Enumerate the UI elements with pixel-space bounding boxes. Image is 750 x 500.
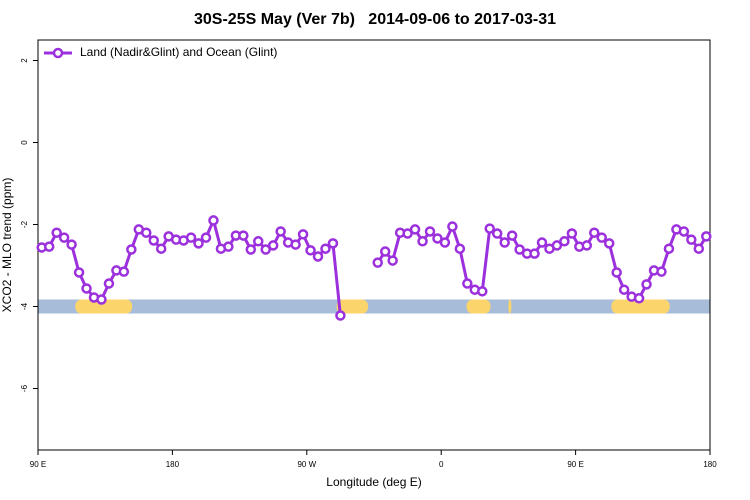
data-point	[559, 236, 570, 247]
data-point	[589, 227, 600, 238]
land-segment	[336, 299, 369, 314]
data-point	[491, 228, 503, 239]
data-point	[529, 248, 540, 259]
data-point	[581, 240, 593, 251]
data-point	[417, 236, 428, 247]
data-point	[506, 230, 518, 241]
data-point	[96, 294, 107, 305]
data-point	[701, 231, 712, 242]
land-segment	[75, 299, 133, 314]
data-point	[141, 227, 152, 238]
data-point	[514, 244, 525, 255]
data-point	[200, 232, 212, 243]
data-point	[312, 251, 324, 262]
y-tick-label: -6	[20, 384, 29, 392]
data-point	[633, 293, 645, 304]
data-point	[58, 232, 70, 243]
x-tick-label: 180	[703, 460, 717, 469]
y-tick-label: 0	[20, 140, 29, 145]
data-point	[447, 221, 458, 232]
data-point	[51, 227, 62, 238]
data-point	[155, 243, 167, 254]
data-point	[103, 278, 115, 289]
data-point	[253, 236, 264, 247]
data-point	[118, 266, 130, 277]
data-point	[320, 243, 331, 254]
data-point	[185, 232, 197, 243]
data-point	[267, 240, 279, 251]
data-point	[656, 266, 667, 277]
data-point	[372, 257, 383, 268]
x-tick-label: 0	[439, 460, 444, 469]
data-point	[409, 224, 421, 235]
x-axis-label: Longitude (deg E)	[326, 475, 421, 489]
data-point	[641, 279, 652, 290]
data-point	[499, 237, 510, 248]
data-point	[462, 278, 473, 289]
data-point	[432, 233, 443, 244]
data-point	[551, 240, 563, 251]
y-axis-label: XCO2 - MLO trend (ppm)	[0, 178, 14, 313]
x-tick-label: 180	[166, 460, 180, 469]
data-point	[424, 226, 436, 237]
data-point	[297, 229, 309, 240]
land-segment	[466, 299, 491, 314]
legend-marker	[52, 47, 64, 59]
data-point	[566, 228, 578, 239]
data-point	[611, 267, 622, 278]
data-point	[402, 228, 413, 239]
data-point	[81, 283, 92, 294]
data-point	[335, 310, 346, 321]
data-point	[387, 255, 398, 266]
data-point	[305, 245, 316, 256]
data-point	[327, 238, 339, 249]
land-segment	[611, 299, 670, 314]
y-tick-label: -4	[20, 302, 29, 310]
data-point	[484, 223, 495, 234]
data-point	[73, 267, 85, 278]
x-tick-label: 90 W	[297, 460, 316, 469]
data-point	[245, 244, 257, 255]
data-point	[238, 230, 249, 241]
data-point	[618, 284, 630, 295]
data-point	[454, 243, 466, 254]
data-point	[678, 226, 690, 237]
land-segment	[508, 299, 512, 314]
data-point	[379, 246, 391, 257]
data-point	[148, 235, 159, 246]
data-point	[66, 239, 77, 250]
data-point	[686, 234, 697, 245]
data-point	[223, 241, 234, 252]
data-point	[208, 215, 219, 226]
legend-label: Land (Nadir&Glint) and Ocean (Glint)	[80, 45, 277, 59]
data-point	[663, 243, 675, 254]
data-point	[43, 241, 55, 252]
data-point	[693, 243, 705, 254]
y-tick-label: -2	[20, 220, 29, 228]
data-point	[477, 286, 488, 297]
data-point	[290, 239, 301, 250]
data-point	[603, 238, 615, 249]
chart-title: 30S-25S May (Ver 7b) 2014-09-06 to 2017-…	[194, 11, 556, 28]
data-point	[596, 232, 607, 243]
data-point	[439, 237, 451, 248]
data-point	[260, 244, 271, 255]
y-tick-label: 2	[20, 58, 29, 63]
x-tick-label: 90 E	[567, 460, 583, 469]
x-tick-label: 90 E	[30, 460, 46, 469]
data-point	[126, 244, 137, 255]
surface-band	[38, 299, 710, 314]
data-point	[275, 226, 286, 237]
data-point	[536, 237, 548, 248]
data-point	[193, 238, 204, 249]
